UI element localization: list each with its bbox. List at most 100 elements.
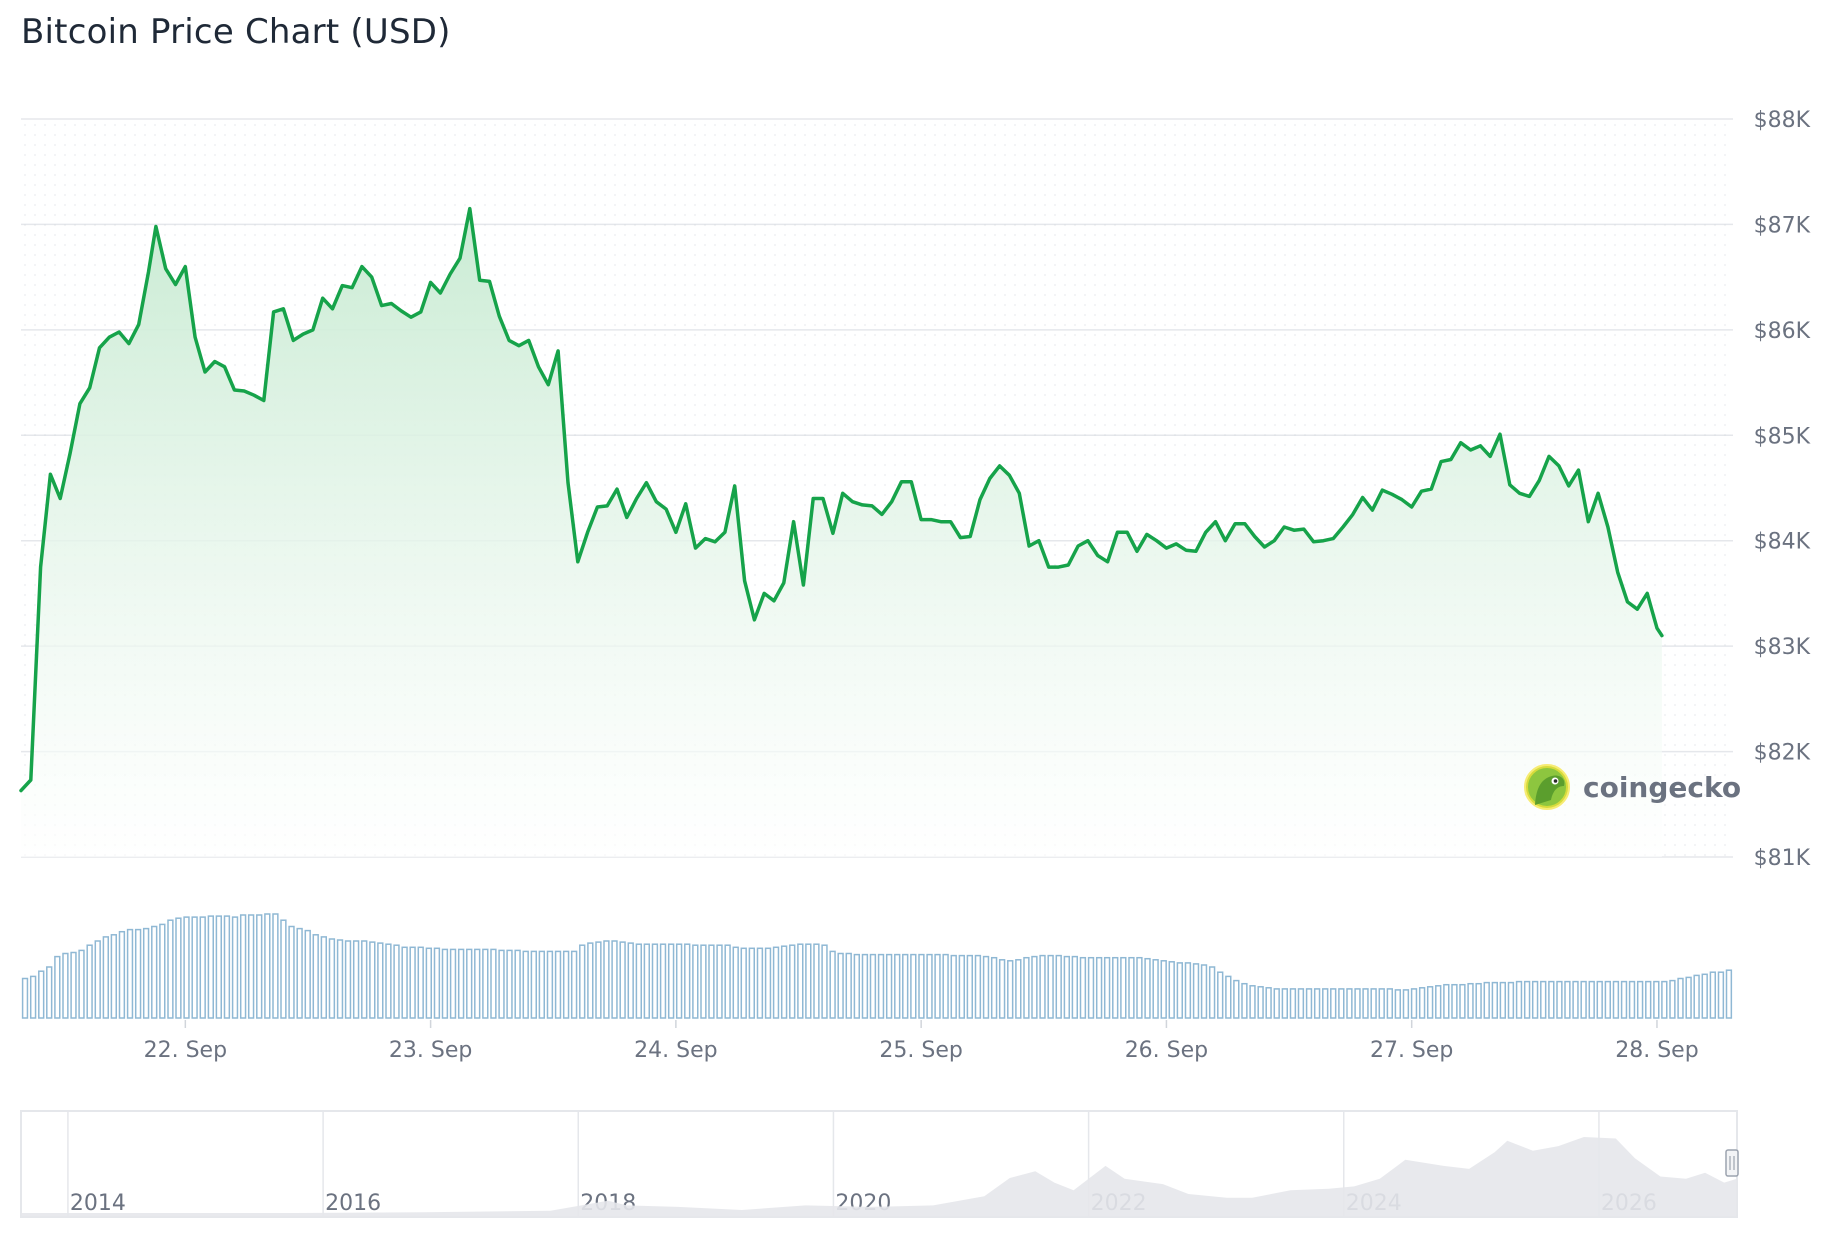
volume-bar	[1645, 980, 1652, 1019]
volume-bar	[530, 950, 538, 1019]
volume-bar	[740, 947, 747, 1019]
volume-bar	[635, 943, 643, 1019]
volume-bar	[1402, 989, 1410, 1019]
navigator-area	[21, 1137, 1737, 1217]
volume-bar	[1491, 981, 1499, 1019]
x-tick-label: 28. Sep	[1615, 1038, 1698, 1063]
volume-bar	[732, 946, 739, 1019]
volume-bar	[1103, 956, 1111, 1019]
chart-title: Bitcoin Price Chart (USD)	[21, 12, 451, 52]
volume-bar	[1418, 987, 1426, 1019]
volume-bar	[1144, 957, 1151, 1019]
volume-bar	[1055, 954, 1062, 1019]
volume-bar	[312, 934, 319, 1019]
volume-bar	[1677, 977, 1684, 1019]
volume-bar	[821, 944, 828, 1019]
volume-bar	[78, 949, 85, 1019]
volume-bar	[853, 953, 861, 1019]
volume-bar	[603, 940, 610, 1019]
volume-bar	[1257, 986, 1264, 1019]
volume-bar	[1087, 956, 1095, 1019]
volume-bar	[1378, 988, 1385, 1019]
handle-grip	[1725, 1149, 1739, 1177]
volume-bar	[1354, 988, 1361, 1019]
y-tick-label: $81K	[1754, 846, 1811, 871]
volume-bar	[1184, 962, 1192, 1019]
price-area	[21, 208, 1662, 858]
volume-bar	[958, 954, 966, 1019]
volume-bar	[272, 913, 279, 1019]
volume-bar	[643, 943, 651, 1019]
volume-bar	[62, 952, 69, 1019]
volume-bar	[1523, 980, 1531, 1019]
volume-bar	[1499, 981, 1507, 1019]
volume-bar	[538, 950, 546, 1019]
volume-bar	[797, 943, 804, 1019]
volume-bar	[1540, 980, 1547, 1019]
volume-bar	[1467, 982, 1474, 1019]
navigator[interactable]: 2014201620182020202220242026	[20, 1110, 1739, 1218]
volume-bar	[1556, 980, 1563, 1019]
price-line	[19, 206, 1664, 793]
volume-bar	[102, 936, 110, 1019]
volume-bar	[1475, 982, 1482, 1019]
y-tick-label: $83K	[1754, 635, 1811, 660]
volume-bars	[21, 913, 1733, 1019]
volume-bar	[1701, 973, 1708, 1019]
volume-bar	[562, 950, 570, 1019]
volume-bar	[1079, 956, 1087, 1019]
gecko-logo-icon	[1524, 764, 1570, 810]
volume-bar	[1669, 979, 1676, 1019]
volume-bar	[1233, 979, 1240, 1019]
volume-bar	[1112, 956, 1119, 1019]
volume-bar	[748, 947, 756, 1019]
volume-bar	[1459, 983, 1466, 1019]
volume-bar	[231, 916, 239, 1019]
volume-bar	[845, 952, 852, 1019]
volume-bar	[998, 959, 1006, 1019]
volume-bar	[320, 936, 327, 1019]
volume-bar	[708, 944, 715, 1019]
volume-bar	[264, 913, 271, 1019]
volume-bar	[1039, 954, 1046, 1019]
volume-bar	[554, 950, 562, 1019]
volume-bar	[546, 950, 554, 1019]
volume-bar	[1095, 956, 1103, 1019]
volume-bar	[1297, 988, 1305, 1019]
volume-bar	[54, 955, 61, 1019]
volume-bar	[498, 949, 505, 1019]
volume-bar	[1249, 985, 1256, 1019]
volume-bar	[118, 930, 126, 1019]
volume-bar	[506, 949, 513, 1019]
volume-bar	[1596, 980, 1603, 1019]
volume-bar	[627, 942, 634, 1019]
volume-bar	[1047, 954, 1054, 1019]
x-tick-label: 24. Sep	[634, 1038, 717, 1063]
volume-bar	[433, 947, 441, 1019]
navigator-range-handle[interactable]	[1725, 1149, 1739, 1177]
volume-bar	[256, 914, 263, 1019]
volume-bar	[942, 953, 949, 1019]
volume-bar	[595, 941, 602, 1019]
volume-bar	[215, 915, 222, 1019]
volume-bar	[1443, 983, 1450, 1019]
y-tick-label: $86K	[1754, 319, 1811, 344]
volume-bar	[1362, 988, 1369, 1019]
volume-bar	[1531, 980, 1539, 1019]
volume-bar	[1515, 980, 1523, 1019]
brand-name: coingecko	[1583, 771, 1741, 804]
volume-bar	[490, 948, 497, 1019]
volume-bar	[756, 947, 764, 1019]
volume-bar	[223, 915, 231, 1019]
volume-bar	[1313, 988, 1321, 1019]
volume-bar	[46, 966, 53, 1019]
volume-bar	[1725, 969, 1733, 1019]
volume-bar	[21, 977, 29, 1019]
volume-bar	[950, 954, 957, 1019]
volume-bar	[151, 925, 158, 1019]
volume-bar	[1305, 988, 1313, 1019]
volume-bar	[764, 947, 772, 1019]
volume-bar	[247, 914, 255, 1019]
volume-bar	[336, 939, 344, 1019]
